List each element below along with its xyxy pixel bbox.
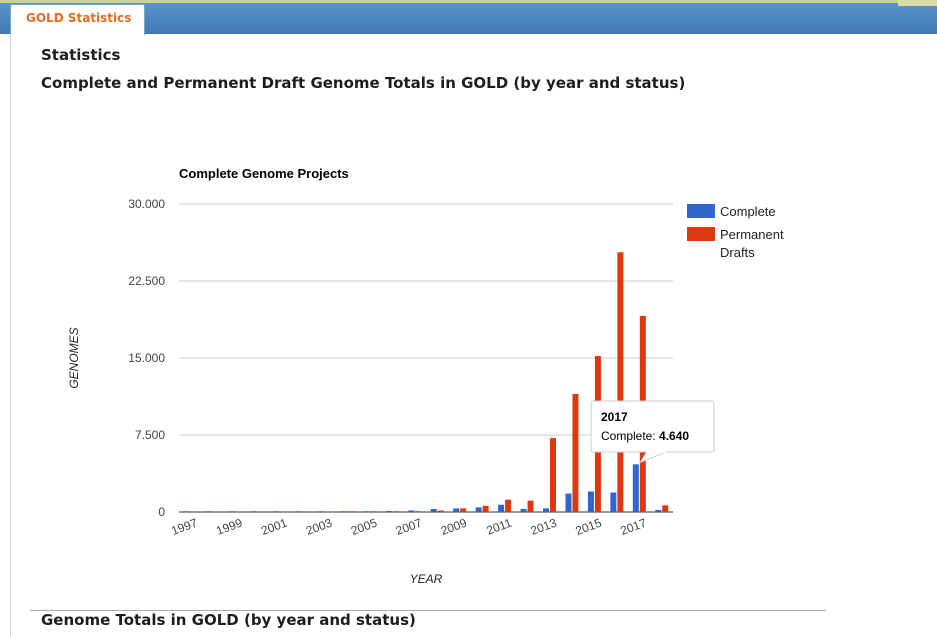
- bar-complete: [520, 508, 527, 512]
- tooltip-title: 2017: [601, 410, 628, 424]
- x-tick-label: 2013: [529, 516, 559, 538]
- bar-complete: [498, 504, 505, 512]
- y-tick-label: 30.000: [128, 197, 165, 211]
- top-bar: [0, 0, 937, 34]
- x-axis-label: YEAR: [410, 572, 443, 586]
- legend-label: Drafts: [720, 245, 755, 260]
- bar-permanent-drafts: [392, 511, 399, 512]
- bar-complete: [206, 511, 213, 512]
- bar-permanent-drafts: [437, 510, 444, 512]
- chart-section-heading: Complete and Permanent Draft Genome Tota…: [41, 74, 686, 92]
- bar-complete: [610, 492, 617, 512]
- x-tick-label: 2011: [485, 516, 514, 538]
- tooltip-label: Complete: 4.640: [601, 429, 689, 443]
- bar-complete: [228, 511, 235, 512]
- bar-complete: [385, 510, 392, 512]
- bar-complete: [543, 508, 549, 512]
- top-bar-handle: [898, 0, 937, 6]
- bar-permanent-drafts: [347, 511, 354, 512]
- bar-complete: [632, 464, 639, 512]
- y-tick-label: 15.000: [128, 351, 165, 365]
- bar-permanent-drafts: [505, 499, 512, 512]
- y-axis-label: GENOMES: [67, 327, 81, 388]
- x-tick-label: 2009: [439, 516, 469, 538]
- genome-totals-heading: Genome Totals in GOLD (by year and statu…: [41, 611, 416, 629]
- x-tick-label: 2005: [349, 516, 379, 538]
- bar-permanent-drafts: [617, 252, 624, 512]
- bar-permanent-drafts: [550, 438, 556, 512]
- legend-label: Complete: [720, 204, 776, 219]
- x-tick-label: 2003: [304, 516, 334, 538]
- bar-complete: [655, 509, 662, 512]
- bar-complete: [296, 511, 302, 512]
- chart-title: Complete Genome Projects: [179, 166, 349, 181]
- tab-label: GOLD Statistics: [26, 11, 132, 25]
- page-title: Statistics: [41, 46, 121, 64]
- legend-swatch: [687, 204, 715, 218]
- bar-complete: [453, 508, 460, 512]
- bar-complete: [251, 511, 258, 512]
- bar-permanent-drafts: [460, 508, 467, 512]
- bar-complete: [340, 511, 347, 512]
- section-divider: [30, 610, 826, 611]
- x-tick-label: 2015: [574, 516, 604, 538]
- x-tick-label: 1997: [169, 516, 199, 538]
- bar-complete: [475, 507, 482, 512]
- bar-permanent-drafts: [662, 505, 669, 512]
- tooltip-value: 4.640: [659, 429, 689, 443]
- x-tick-label: 1999: [214, 516, 244, 538]
- tab-gold-statistics[interactable]: GOLD Statistics: [10, 4, 145, 35]
- bar-complete: [273, 511, 280, 512]
- bar-complete: [430, 508, 437, 512]
- bar-chart: Complete Genome Projects 0 7.500 15.000 22.5…: [67, 166, 784, 586]
- content-panel: [10, 34, 937, 637]
- y-tick-label: 0: [158, 505, 165, 519]
- x-tick-label: 2017: [618, 516, 648, 538]
- bar-permanent-drafts: [482, 505, 489, 512]
- bar-permanent-drafts: [527, 500, 534, 512]
- legend-label: Permanent: [720, 227, 784, 242]
- bar-permanent-drafts: [415, 511, 422, 512]
- y-tick-label: 7.500: [135, 428, 165, 442]
- bar-complete: [587, 491, 594, 512]
- bar-complete: [363, 511, 370, 512]
- x-tick-label: 2001: [259, 516, 289, 538]
- bar-complete: [408, 510, 415, 512]
- tooltip-box: [590, 400, 715, 453]
- bar-complete: [318, 511, 325, 512]
- x-tick-label: 2007: [394, 516, 424, 538]
- chart-container: Complete Genome Projects 0 7.500 15.000 22.5…: [30, 108, 826, 606]
- bar-permanent-drafts: [370, 511, 377, 512]
- bar-complete: [183, 511, 190, 512]
- bar-complete: [565, 493, 572, 512]
- legend-swatch: [687, 227, 715, 241]
- y-tick-label: 22.500: [128, 274, 165, 288]
- bar-permanent-drafts: [572, 393, 579, 512]
